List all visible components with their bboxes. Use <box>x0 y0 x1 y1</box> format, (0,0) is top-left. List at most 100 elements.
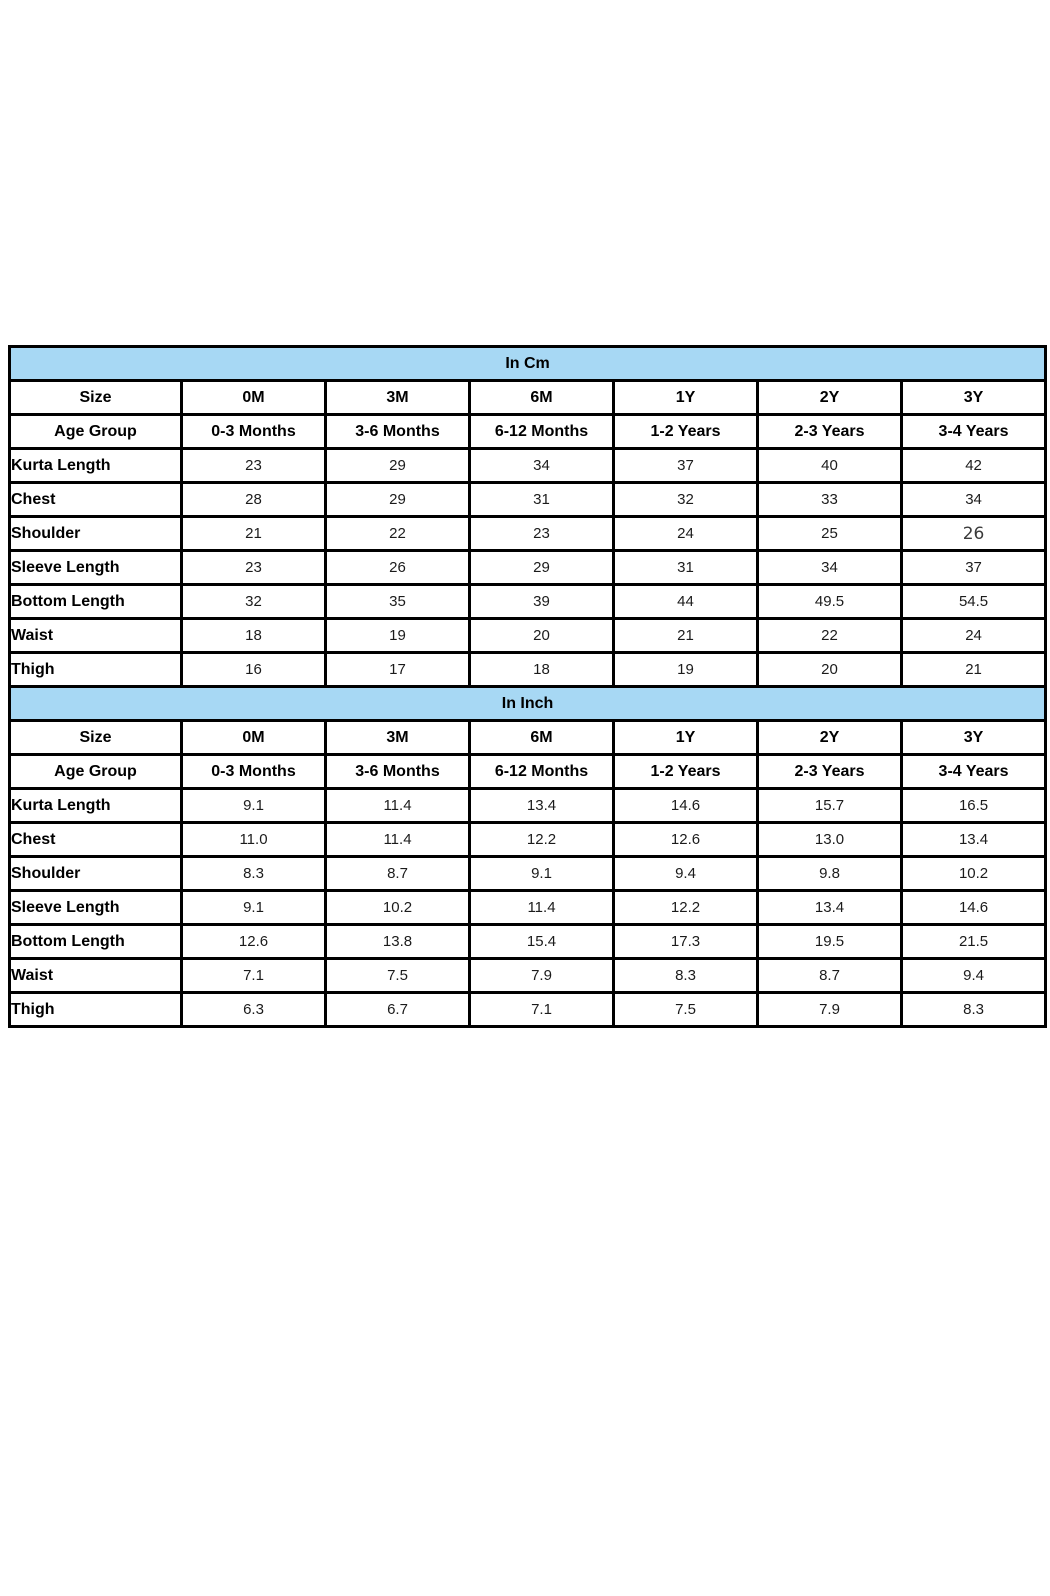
value-cell: 9.4 <box>899 957 1048 994</box>
header-row: Age Group 0-3 Months 3-6 Months 6-12 Months… <box>8 753 1048 790</box>
value-cell: 44 <box>612 583 759 620</box>
column-header-cell: 0M <box>180 719 327 756</box>
table-title-row: In Cm <box>7 345 1048 382</box>
size-table-inch: In Inch Size 0M 3M 6M 1Y 2Y 3Y Age Group 0-3 Mont… <box>7 685 1048 1028</box>
value-cell: 7.1 <box>180 957 327 994</box>
table-row: Sleeve Length 9.1 10.2 11.4 12.2 13.4 14.6 <box>8 889 1048 926</box>
row-label: Shoulder <box>8 515 183 552</box>
value-cell: 7.5 <box>612 991 759 1028</box>
table-row: Kurta Length 23 29 34 37 40 42 <box>8 447 1048 484</box>
value-cell: 7.5 <box>324 957 471 994</box>
row-label: Waist <box>8 957 183 994</box>
table-row: Bottom Length 32 35 39 44 49.5 54.5 <box>8 583 1048 620</box>
row-header-label: Age Group <box>8 413 183 450</box>
row-label: Kurta Length <box>8 787 183 824</box>
header-row: Age Group 0-3 Months 3-6 Months 6-12 Months… <box>8 413 1048 450</box>
value-cell: 26 <box>324 549 471 586</box>
value-cell: 21.5 <box>899 923 1048 960</box>
value-cell: 15.4 <box>468 923 615 960</box>
table-row: Waist 18 19 20 21 22 24 <box>8 617 1048 654</box>
value-cell: 12.2 <box>468 821 615 858</box>
value-cell: 21 <box>612 617 759 654</box>
value-cell: 29 <box>324 447 471 484</box>
value-cell: 17 <box>324 651 471 688</box>
table-row: Thigh 6.3 6.7 7.1 7.5 7.9 8.3 <box>8 991 1048 1028</box>
row-label: Waist <box>8 617 183 654</box>
value-cell: 14.6 <box>612 787 759 824</box>
table-title: In Cm <box>7 345 1048 382</box>
value-cell: 24 <box>899 617 1048 654</box>
value-cell: 28 <box>180 481 327 518</box>
value-cell: 32 <box>180 583 327 620</box>
row-label: Bottom Length <box>8 583 183 620</box>
value-cell: 8.3 <box>180 855 327 892</box>
value-cell: 12.6 <box>180 923 327 960</box>
value-cell: 13.4 <box>756 889 903 926</box>
value-cell: 6.7 <box>324 991 471 1028</box>
value-cell: 13.4 <box>468 787 615 824</box>
row-label: Sleeve Length <box>8 549 183 586</box>
value-cell: 35 <box>324 583 471 620</box>
column-header-cell: 1Y <box>612 719 759 756</box>
value-cell: 11.4 <box>324 787 471 824</box>
table-row: Thigh 16 17 18 19 20 21 <box>8 651 1048 688</box>
value-cell: 23 <box>468 515 615 552</box>
value-cell: 11.4 <box>468 889 615 926</box>
value-cell: 8.7 <box>756 957 903 994</box>
row-header-label: Size <box>8 719 183 756</box>
value-cell: 18 <box>468 651 615 688</box>
column-header-cell: 3Y <box>899 719 1048 756</box>
value-cell: 34 <box>468 447 615 484</box>
value-cell: 37 <box>899 549 1048 586</box>
row-label: Thigh <box>8 651 183 688</box>
value-cell: 10.2 <box>899 855 1048 892</box>
value-cell: 19 <box>612 651 759 688</box>
value-cell: 34 <box>899 481 1048 518</box>
value-cell: 9.8 <box>756 855 903 892</box>
column-header-cell: 3-6 Months <box>324 753 471 790</box>
value-cell: 9.1 <box>180 787 327 824</box>
column-header-cell: 3-6 Months <box>324 413 471 450</box>
value-cell: 15.7 <box>756 787 903 824</box>
value-cell: 54.5 <box>899 583 1048 620</box>
value-cell: 16.5 <box>899 787 1048 824</box>
column-header-cell: 3-4 Years <box>899 413 1048 450</box>
value-cell: 8.7 <box>324 855 471 892</box>
value-cell: 9.1 <box>468 855 615 892</box>
value-cell: 11.4 <box>324 821 471 858</box>
value-cell: 49.5 <box>756 583 903 620</box>
value-cell: 8.3 <box>899 991 1048 1028</box>
value-cell: 9.4 <box>612 855 759 892</box>
value-cell: 13.0 <box>756 821 903 858</box>
table-row: Sleeve Length 23 26 29 31 34 37 <box>8 549 1048 586</box>
column-header-cell: 3M <box>324 379 471 416</box>
value-cell: 20 <box>468 617 615 654</box>
column-header-cell: 6M <box>468 719 615 756</box>
table-row: Waist 7.1 7.5 7.9 8.3 8.7 9.4 <box>8 957 1048 994</box>
size-table-cm: In Cm Size 0M 3M 6M 1Y 2Y 3Y Age Group 0-3 Months… <box>7 345 1048 688</box>
value-cell: 32 <box>612 481 759 518</box>
row-header-label: Size <box>8 379 183 416</box>
value-cell: 6.3 <box>180 991 327 1028</box>
value-cell: 7.9 <box>468 957 615 994</box>
value-cell: 39 <box>468 583 615 620</box>
value-cell: 16 <box>180 651 327 688</box>
table-row: Shoulder 8.3 8.7 9.1 9.4 9.8 10.2 <box>8 855 1048 892</box>
column-header-cell: 3Y <box>899 379 1048 416</box>
value-cell: 14.6 <box>899 889 1048 926</box>
column-header-cell: 3-4 Years <box>899 753 1048 790</box>
value-cell: 42 <box>899 447 1048 484</box>
value-cell: 24 <box>612 515 759 552</box>
header-row: Size 0M 3M 6M 1Y 2Y 3Y <box>8 719 1048 756</box>
value-cell: 19.5 <box>756 923 903 960</box>
value-cell: 33 <box>756 481 903 518</box>
value-cell: 20 <box>756 651 903 688</box>
table-row: Chest 28 29 31 32 33 34 <box>8 481 1048 518</box>
table-row: Chest 11.0 11.4 12.2 12.6 13.0 13.4 <box>8 821 1048 858</box>
value-cell: 9.1 <box>180 889 327 926</box>
value-cell: 7.1 <box>468 991 615 1028</box>
value-cell: 12.6 <box>612 821 759 858</box>
value-cell: 13.8 <box>324 923 471 960</box>
value-cell: 31 <box>612 549 759 586</box>
row-header-label: Age Group <box>8 753 183 790</box>
